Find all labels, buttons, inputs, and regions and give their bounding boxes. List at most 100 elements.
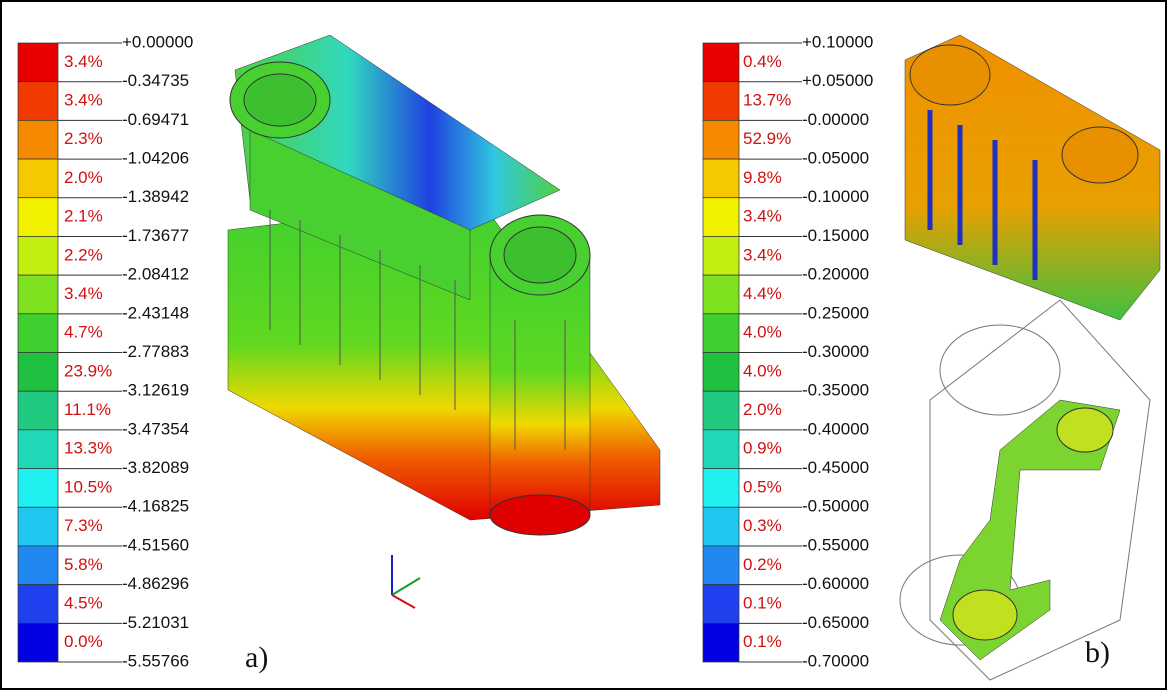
percent-label: 2.0% <box>64 168 103 187</box>
tick-label: +0.00000 <box>122 32 193 51</box>
percent-label: 11.1% <box>64 400 111 419</box>
tick-label: -5.55766 <box>122 651 189 670</box>
percent-label: 7.3% <box>64 516 103 535</box>
color-band <box>703 120 739 159</box>
color-band <box>18 546 58 585</box>
tick-label: -0.05000 <box>802 149 869 168</box>
percent-label: 3.4% <box>743 245 782 264</box>
tick-label: -2.08412 <box>122 265 189 284</box>
color-band <box>703 585 739 624</box>
tick-label: -4.51560 <box>122 535 189 554</box>
percent-label: 0.1% <box>743 632 782 651</box>
percent-label: 0.1% <box>743 593 782 612</box>
color-band <box>18 430 58 469</box>
color-band <box>703 391 739 430</box>
tick-label: -0.70000 <box>802 651 869 670</box>
percent-label: 5.8% <box>64 555 103 574</box>
percent-label: 0.2% <box>743 555 782 574</box>
color-band <box>703 159 739 198</box>
percent-label: 2.2% <box>64 245 103 264</box>
tick-label: -0.65000 <box>802 613 869 632</box>
tick-label: -0.40000 <box>802 419 869 438</box>
color-band <box>18 585 58 624</box>
tick-label: -4.86296 <box>122 574 189 593</box>
color-band <box>18 469 58 508</box>
tick-label: -1.04206 <box>122 149 189 168</box>
tick-label: -1.38942 <box>122 187 189 206</box>
color-band <box>18 120 58 159</box>
percent-label: 13.7% <box>743 91 791 110</box>
model-a <box>228 35 660 608</box>
color-band <box>703 275 739 314</box>
panel-label: a) <box>245 641 268 674</box>
color-band <box>18 82 58 121</box>
color-band <box>703 546 739 585</box>
tick-label: -0.30000 <box>802 342 869 361</box>
color-band <box>703 623 739 662</box>
tick-label: -1.73677 <box>122 226 189 245</box>
color-band <box>18 507 58 546</box>
percent-label: 0.4% <box>743 52 782 71</box>
tick-label: +0.10000 <box>802 32 873 51</box>
color-band <box>703 314 739 353</box>
percent-label: 3.4% <box>64 284 103 303</box>
percent-label: 0.5% <box>743 477 782 496</box>
color-band <box>18 236 58 275</box>
color-band <box>18 275 58 314</box>
figure: a) b) 3.4% 3.4% 2.3% 2.0% 2.1% 2.2% 3.4% 4.7% 23… <box>0 0 1167 690</box>
tick-label: -0.20000 <box>802 265 869 284</box>
color-band <box>703 353 739 392</box>
tick-label: -2.43148 <box>122 303 189 322</box>
tick-label: -5.21031 <box>122 613 189 632</box>
tick-label: -0.15000 <box>802 226 869 245</box>
percent-label: 4.4% <box>743 284 782 303</box>
percent-label: 4.5% <box>64 593 103 612</box>
color-band <box>703 198 739 237</box>
percent-label: 4.0% <box>743 361 782 380</box>
percent-label: 10.5% <box>64 477 112 496</box>
panel-label: b) <box>1085 636 1110 669</box>
percent-label: 9.8% <box>743 168 782 187</box>
tick-label: -0.25000 <box>802 303 869 322</box>
percent-label: 0.0% <box>64 632 103 651</box>
tick-label: -0.69471 <box>122 110 189 129</box>
tick-label: -0.45000 <box>802 458 869 477</box>
tick-label: -4.16825 <box>122 497 189 516</box>
tick-label: -0.50000 <box>802 497 869 516</box>
percent-label: 2.0% <box>743 400 782 419</box>
color-band <box>703 43 739 82</box>
color-band <box>18 159 58 198</box>
color-band <box>18 198 58 237</box>
color-band <box>703 507 739 546</box>
color-band <box>18 391 58 430</box>
model-b <box>900 35 1160 680</box>
tick-label: -0.34735 <box>122 71 189 90</box>
percent-label: 13.3% <box>64 439 112 458</box>
tick-label: -0.35000 <box>802 381 869 400</box>
color-band <box>703 236 739 275</box>
percent-label: 2.1% <box>64 207 103 226</box>
tick-label: -0.55000 <box>802 535 869 554</box>
tick-label: -2.77883 <box>122 342 189 361</box>
tick-label: +0.05000 <box>802 71 873 90</box>
percent-label: 3.4% <box>64 91 103 110</box>
percent-label: 4.7% <box>64 323 103 342</box>
percent-label: 4.0% <box>743 323 782 342</box>
tick-label: -0.00000 <box>802 110 869 129</box>
figure-canvas: a) b) 3.4% 3.4% 2.3% 2.0% 2.1% 2.2% 3.4% 4.7% 23… <box>0 0 1167 690</box>
percent-label: 52.9% <box>743 129 791 148</box>
tick-label: -3.82089 <box>122 458 189 477</box>
percent-label: 0.3% <box>743 516 782 535</box>
percent-label: 3.4% <box>743 207 782 226</box>
percent-label: 2.3% <box>64 129 103 148</box>
percent-label: 3.4% <box>64 52 103 71</box>
color-band <box>703 82 739 121</box>
tick-label: -0.60000 <box>802 574 869 593</box>
color-band <box>703 430 739 469</box>
color-band <box>18 353 58 392</box>
color-band <box>18 43 58 82</box>
color-band <box>18 314 58 353</box>
percent-label: 23.9% <box>64 361 112 380</box>
color-band <box>703 469 739 508</box>
tick-label: -3.12619 <box>122 381 189 400</box>
